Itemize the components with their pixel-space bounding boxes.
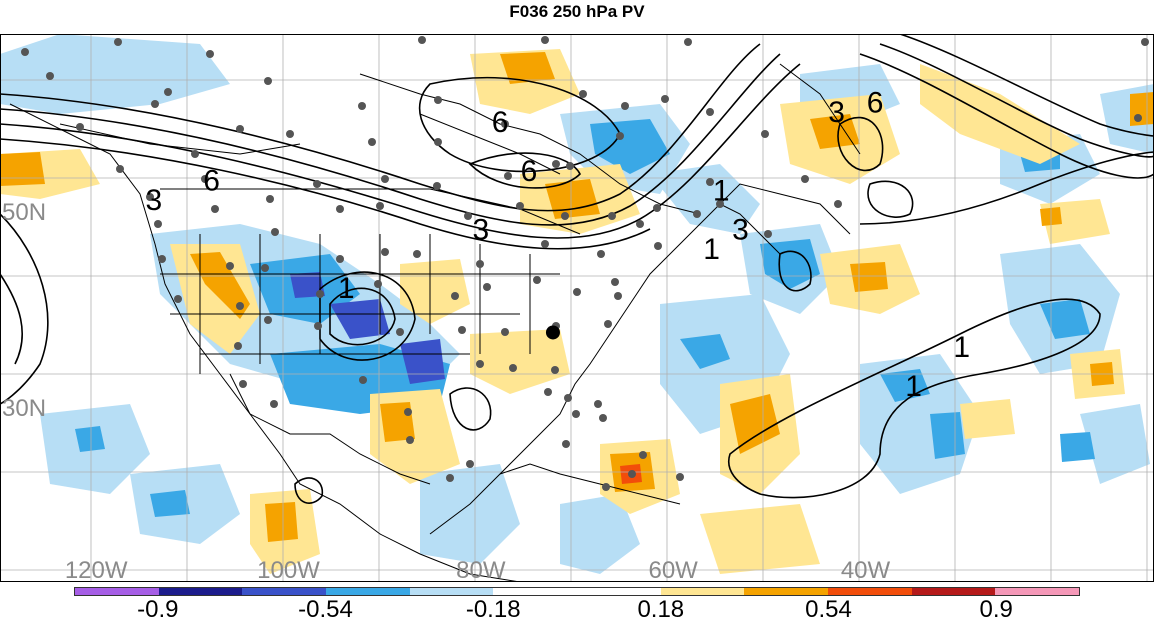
pv-contours: [0, 34, 1154, 504]
longitude-label: 40W: [841, 557, 891, 582]
contour-label: 6: [492, 106, 509, 139]
colorbar-tick-label: 0.54: [805, 596, 852, 623]
latitude-label: 30N: [2, 395, 46, 422]
colorbar-tick-label: -0.18: [465, 596, 521, 623]
contour-label: 1: [713, 174, 730, 207]
graticule-labels: 50N 30N 120W 100W 80W 60W 40W: [2, 199, 891, 582]
colorbar-tick-label: -0.9: [137, 596, 179, 623]
colorbar-segment: [242, 588, 327, 595]
contour-label: 3: [732, 214, 749, 247]
colorbar-segment: [660, 588, 745, 595]
longitude-label: 80W: [456, 557, 506, 582]
colorbar-tick-label: 0.18: [637, 596, 685, 623]
colorbar-segment: [409, 588, 494, 595]
colorbar-segment: [75, 588, 159, 595]
colorbar-segment: [493, 588, 578, 595]
colorbar-segment: [995, 588, 1080, 595]
longitude-label: 120W: [65, 557, 128, 582]
colorbar-tick-label: 0.9: [979, 596, 1013, 623]
storm-center-marker: [545, 325, 560, 340]
longitude-label: 60W: [648, 557, 698, 582]
observation-stations: [21, 36, 1149, 491]
colorbar-segment: [158, 588, 243, 595]
colorbar: [74, 587, 1080, 596]
contour-label: 6: [867, 86, 884, 119]
contour-label: 3: [472, 214, 489, 247]
map-title: F036 250 hPa PV: [509, 2, 645, 21]
colorbar-segment: [744, 588, 829, 595]
contour-label: 6: [521, 155, 538, 188]
colorbar-segment: [577, 588, 661, 595]
colorbar-segment: [326, 588, 410, 595]
contour-label: 3: [828, 96, 845, 129]
contour-label: 1: [905, 370, 922, 403]
contour-label: 1: [703, 233, 720, 266]
contour-label: 1: [338, 272, 355, 305]
colorbar-segment: [911, 588, 996, 595]
colorbar-segment: [828, 588, 912, 595]
contour-label: 3: [146, 184, 163, 217]
contour-label: 1: [953, 331, 970, 364]
colorbar-tick-label: -0.54: [298, 596, 353, 623]
contour-label: 6: [203, 165, 220, 198]
longitude-label: 100W: [257, 557, 320, 582]
coastlines: [9, 63, 861, 582]
latitude-label: 50N: [2, 199, 46, 226]
